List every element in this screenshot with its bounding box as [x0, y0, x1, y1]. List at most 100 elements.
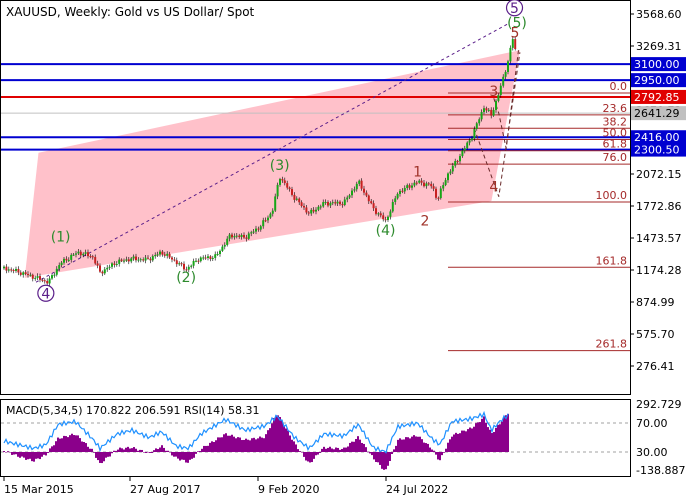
macd-hist-bar — [269, 428, 271, 452]
macd-hist-bar — [317, 452, 319, 455]
macd-hist-bar — [201, 448, 203, 452]
macd-hist-bar — [117, 449, 119, 452]
candle-body — [247, 233, 250, 239]
candle-body — [497, 95, 500, 101]
price-badge-2950.00 — [631, 73, 686, 88]
forecast-path-2 — [473, 52, 521, 197]
macd-hist-bar — [493, 431, 495, 452]
macd-hist-bar — [351, 441, 353, 452]
candle-body — [94, 256, 97, 264]
candle-body — [358, 180, 361, 184]
macd-hist-bar — [371, 452, 373, 456]
candle-body — [127, 259, 130, 262]
candle-body — [389, 211, 392, 217]
fib-label: 61.8 — [603, 138, 628, 151]
candle-body — [499, 85, 502, 96]
candle-body — [139, 259, 142, 261]
candle-body — [408, 185, 411, 188]
candle-body — [480, 112, 483, 120]
macd-hist-bar — [47, 452, 49, 453]
candle-body — [267, 217, 269, 221]
candle-body — [459, 156, 461, 162]
macd-hist-bar — [157, 449, 159, 452]
macd-hist-bar — [145, 452, 147, 454]
macd-hist-bar — [139, 449, 141, 452]
macd-hist-bar — [367, 451, 369, 453]
price-badge-2792.85 — [631, 89, 686, 104]
macd-hist-bar — [61, 438, 63, 452]
candle-body — [168, 253, 171, 258]
candle-body — [514, 39, 517, 50]
macd-hist-bar — [125, 447, 127, 452]
macd-hist-bar — [63, 435, 65, 452]
macd-hist-bar — [183, 452, 185, 460]
macd-hist-bar — [431, 449, 433, 452]
macd-hist-bar — [263, 438, 265, 452]
candle-body — [5, 266, 8, 271]
candle-body — [125, 259, 128, 261]
candle-body — [207, 256, 209, 258]
candle-body — [214, 254, 217, 258]
macd-hist-bar — [51, 446, 53, 452]
candle-body — [161, 251, 164, 255]
candle-body — [262, 220, 265, 227]
macd-hist-bar — [415, 436, 417, 452]
rsi-line — [3, 410, 509, 454]
candle-body — [243, 234, 245, 238]
macd-hist-bar — [401, 439, 403, 452]
candle-body — [180, 263, 183, 265]
macd-hist-bar — [273, 418, 275, 452]
macd-hist-bar — [489, 429, 491, 452]
candle-body — [442, 185, 445, 189]
price-badge-label: 2416.00 — [634, 131, 680, 144]
candle-body — [331, 202, 334, 204]
macd-hist-bar — [403, 439, 405, 452]
candle-body — [396, 193, 399, 199]
candle-body — [382, 215, 385, 220]
candle-body — [27, 274, 29, 276]
macd-hist-bar — [179, 452, 181, 461]
macd-hist-bar — [33, 452, 35, 462]
candle-body — [17, 268, 20, 273]
candle-body — [154, 254, 157, 257]
candle-body — [65, 258, 68, 261]
macd-hist-bar — [261, 437, 263, 452]
candle-body — [329, 202, 332, 206]
macd-hist-bar — [189, 452, 191, 460]
macd-hist-bar — [331, 448, 333, 452]
candle-body — [60, 262, 63, 266]
y-tick-label: 276.41 — [636, 360, 675, 373]
macd-hist-bar — [149, 452, 151, 453]
candle-body — [437, 197, 440, 199]
macd-hist-bar — [485, 422, 487, 452]
macd-hist-bar — [13, 452, 15, 455]
candle-body — [187, 266, 190, 270]
candle-body — [123, 260, 125, 262]
macd-hist-bar — [469, 427, 471, 452]
candle-body — [418, 180, 421, 183]
macd-hist-bar — [393, 449, 395, 452]
candle-body — [163, 254, 166, 256]
candle-body — [7, 269, 10, 271]
wave-label: 1 — [413, 164, 422, 180]
candle-body — [34, 277, 37, 279]
macd-hist-bar — [313, 452, 315, 459]
macd-hist-bar — [29, 452, 31, 459]
macd-hist-bar — [309, 452, 311, 463]
macd-hist-bar — [253, 437, 255, 452]
macd-hist-bar — [359, 439, 361, 452]
macd-hist-bar — [103, 452, 105, 462]
candle-body — [147, 257, 149, 259]
wave-circle — [505, 0, 524, 17]
candle-body — [375, 208, 377, 214]
macd-hist-bar — [419, 436, 421, 452]
macd-hist-bar — [153, 450, 155, 452]
y-tick-label: 2072.15 — [636, 168, 682, 181]
macd-hist-bar — [249, 440, 251, 452]
candle-body — [67, 259, 70, 261]
candle-body — [432, 186, 435, 189]
candle-body — [82, 253, 85, 256]
macd-hist-bar — [23, 452, 25, 458]
macd-hist-bar — [503, 417, 505, 452]
macd-hist-bar — [377, 452, 379, 463]
